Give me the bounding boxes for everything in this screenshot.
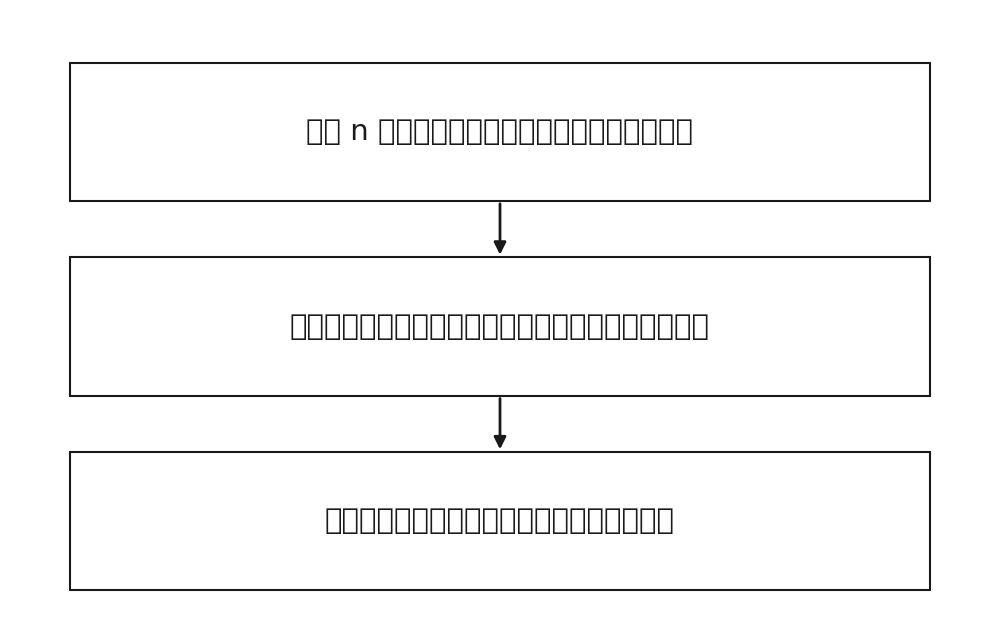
Text: 对污染区域进行定位，标示出污染探测腔区域: 对污染区域进行定位，标示出污染探测腔区域 <box>325 507 675 535</box>
Bar <box>70 257 930 396</box>
Bar <box>70 452 930 590</box>
Bar <box>70 63 930 201</box>
Text: 对由 n 个探测器围绕而成的探测腔区域进行划分: 对由 n 个探测器围绕而成的探测腔区域进行划分 <box>306 118 694 146</box>
Text: 采用基于探测器相邻位置关系的联合报警方法进行报警: 采用基于探测器相邻位置关系的联合报警方法进行报警 <box>290 313 710 340</box>
